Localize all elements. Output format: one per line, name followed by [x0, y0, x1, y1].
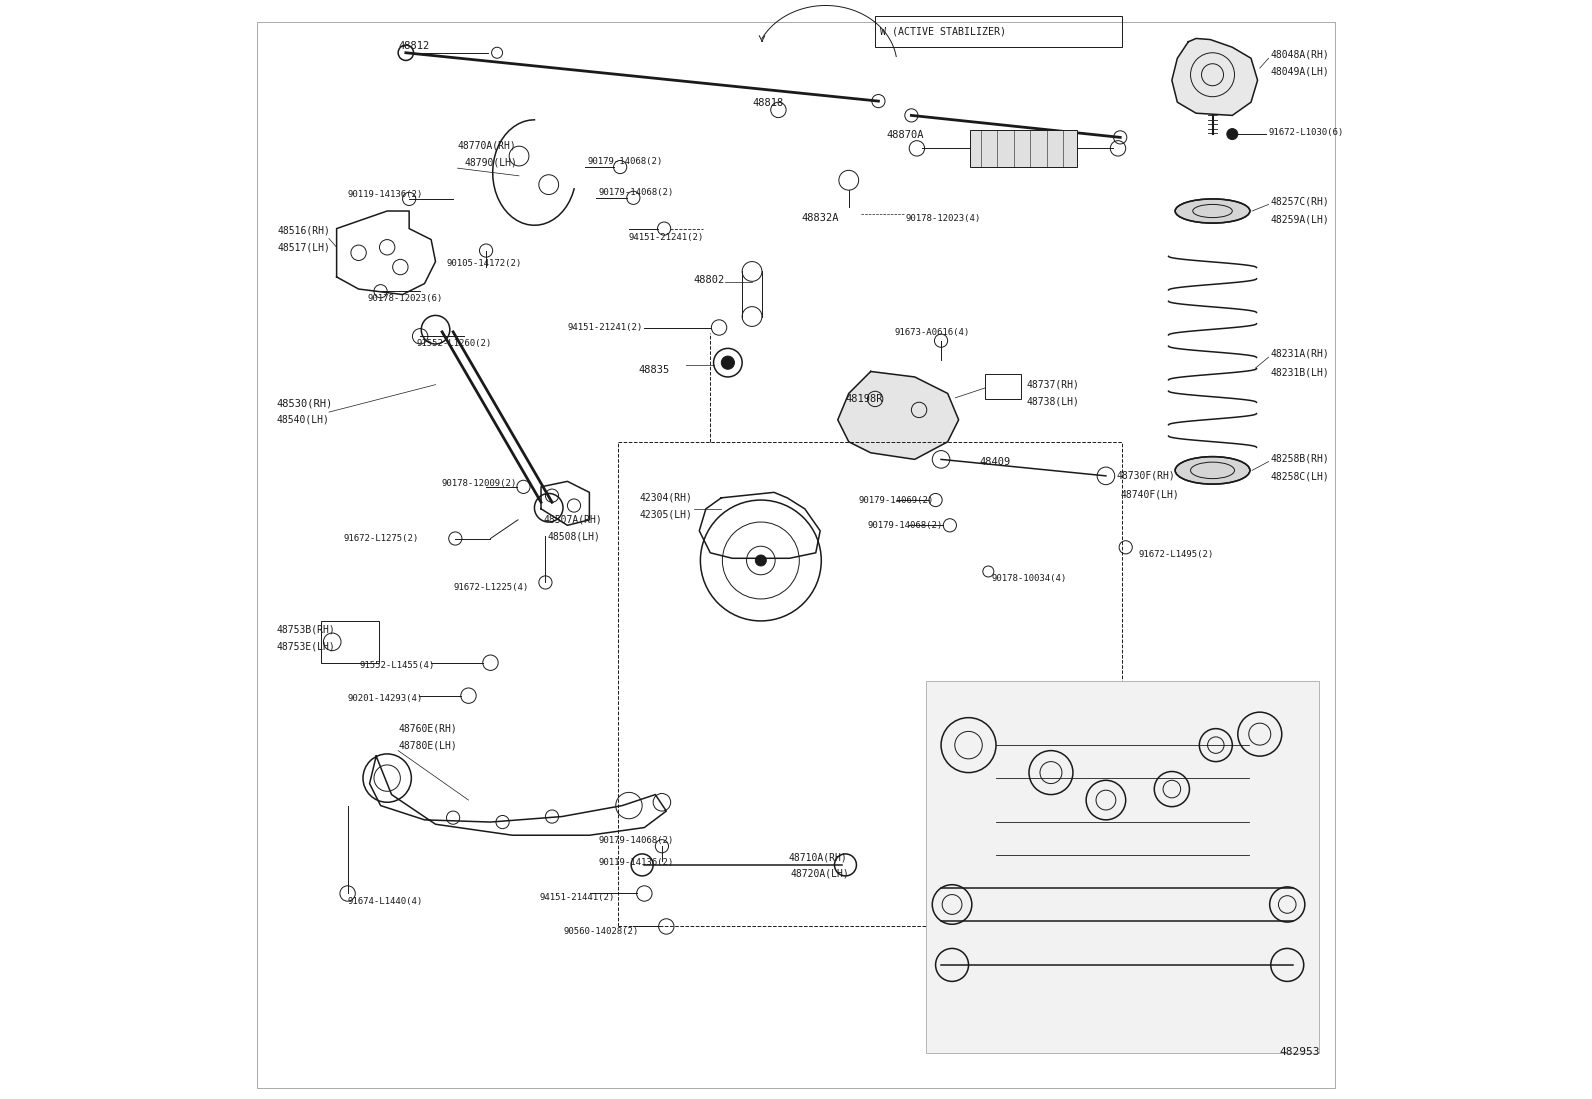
- Text: 94151-21241(2): 94151-21241(2): [629, 233, 704, 242]
- Text: 48048A(RH): 48048A(RH): [1270, 49, 1329, 60]
- Text: 48760E(RH): 48760E(RH): [398, 723, 457, 734]
- Ellipse shape: [1175, 199, 1250, 223]
- Text: 482953: 482953: [1280, 1046, 1320, 1057]
- Circle shape: [1227, 129, 1239, 140]
- Text: 91672-L1495(2): 91672-L1495(2): [1138, 551, 1215, 559]
- Text: 91552-L1455(4): 91552-L1455(4): [360, 662, 435, 670]
- Polygon shape: [1172, 38, 1258, 115]
- Bar: [322, 621, 379, 663]
- Text: 90560-14028(2): 90560-14028(2): [564, 928, 638, 936]
- Text: 90105-14172(2): 90105-14172(2): [446, 259, 522, 268]
- Text: 48049A(LH): 48049A(LH): [1270, 66, 1329, 77]
- Text: 48231A(RH): 48231A(RH): [1270, 348, 1329, 359]
- Text: 48753B(RH): 48753B(RH): [275, 624, 334, 635]
- Text: 90178-12023(6): 90178-12023(6): [368, 295, 443, 303]
- Text: 90179-14068(2): 90179-14068(2): [868, 521, 942, 530]
- Text: 90119-14136(2): 90119-14136(2): [347, 190, 423, 199]
- Text: 48802: 48802: [693, 275, 724, 286]
- Text: 90179-14068(2): 90179-14068(2): [587, 157, 662, 166]
- Text: 48259A(LH): 48259A(LH): [1270, 214, 1329, 225]
- Text: 48753E(LH): 48753E(LH): [275, 641, 334, 652]
- Text: 42305(LH): 42305(LH): [640, 509, 693, 520]
- Text: 91672-L1275(2): 91672-L1275(2): [344, 534, 419, 543]
- Text: 48198R: 48198R: [845, 393, 884, 404]
- Text: 48770A(RH): 48770A(RH): [457, 140, 516, 151]
- Bar: [876, 16, 1122, 47]
- Text: 48517(LH): 48517(LH): [277, 242, 330, 253]
- Text: 48258C(LH): 48258C(LH): [1270, 471, 1329, 482]
- Text: 90179-14069(2): 90179-14069(2): [858, 496, 935, 504]
- Text: 48790(LH): 48790(LH): [465, 157, 517, 168]
- Text: 48231B(LH): 48231B(LH): [1270, 367, 1329, 378]
- Text: 48409: 48409: [979, 456, 1011, 467]
- Text: 90178-10034(4): 90178-10034(4): [992, 574, 1067, 582]
- Text: 91552-L1260(2): 91552-L1260(2): [417, 340, 492, 348]
- Text: 91674-L1440(4): 91674-L1440(4): [347, 897, 423, 906]
- Text: 48870A: 48870A: [887, 130, 923, 141]
- Polygon shape: [837, 371, 958, 459]
- Text: 90178-12023(4): 90178-12023(4): [906, 214, 981, 223]
- Text: 48812: 48812: [398, 41, 430, 52]
- Text: 90178-12009(2): 90178-12009(2): [441, 479, 516, 488]
- Bar: [925, 681, 1320, 1053]
- Text: 48818: 48818: [751, 98, 783, 109]
- Text: 48516(RH): 48516(RH): [277, 225, 330, 236]
- Text: 48540(LH): 48540(LH): [275, 414, 330, 425]
- Bar: [970, 130, 1078, 167]
- Text: 90179-14068(2): 90179-14068(2): [599, 836, 673, 845]
- Text: 48258B(RH): 48258B(RH): [1270, 453, 1329, 464]
- Text: 90119-14136(2): 90119-14136(2): [599, 858, 673, 867]
- Circle shape: [755, 555, 766, 566]
- Text: 48508(LH): 48508(LH): [548, 531, 600, 542]
- Text: 48507A(RH): 48507A(RH): [543, 514, 602, 525]
- Text: 48737(RH): 48737(RH): [1027, 379, 1079, 390]
- Text: 91672-L1225(4): 91672-L1225(4): [454, 584, 529, 592]
- Text: W (ACTIVE STABILIZER): W (ACTIVE STABILIZER): [879, 26, 1006, 37]
- Text: 48720A(LH): 48720A(LH): [791, 868, 849, 879]
- Text: 94151-21241(2): 94151-21241(2): [567, 323, 643, 332]
- Text: 48835: 48835: [638, 365, 670, 376]
- Text: 91672-L1030(6): 91672-L1030(6): [1269, 129, 1344, 137]
- Circle shape: [721, 356, 734, 369]
- Text: 48832A: 48832A: [801, 212, 839, 223]
- Text: 90179-14068(2): 90179-14068(2): [599, 188, 673, 197]
- Text: 48730F(RH): 48730F(RH): [1118, 470, 1175, 481]
- Text: 90201-14293(4): 90201-14293(4): [347, 695, 423, 703]
- Text: 48257C(RH): 48257C(RH): [1270, 196, 1329, 207]
- Text: 48710A(RH): 48710A(RH): [788, 852, 847, 863]
- Ellipse shape: [1175, 457, 1250, 484]
- Text: 48780E(LH): 48780E(LH): [398, 740, 457, 751]
- Text: 42304(RH): 42304(RH): [640, 492, 693, 503]
- Text: 94151-21441(2): 94151-21441(2): [540, 893, 615, 902]
- Bar: [985, 374, 1022, 399]
- Text: 48530(RH): 48530(RH): [275, 398, 333, 409]
- Text: 91673-A0616(4): 91673-A0616(4): [895, 329, 970, 337]
- Text: 48740F(LH): 48740F(LH): [1121, 489, 1180, 500]
- Text: 48738(LH): 48738(LH): [1027, 396, 1079, 407]
